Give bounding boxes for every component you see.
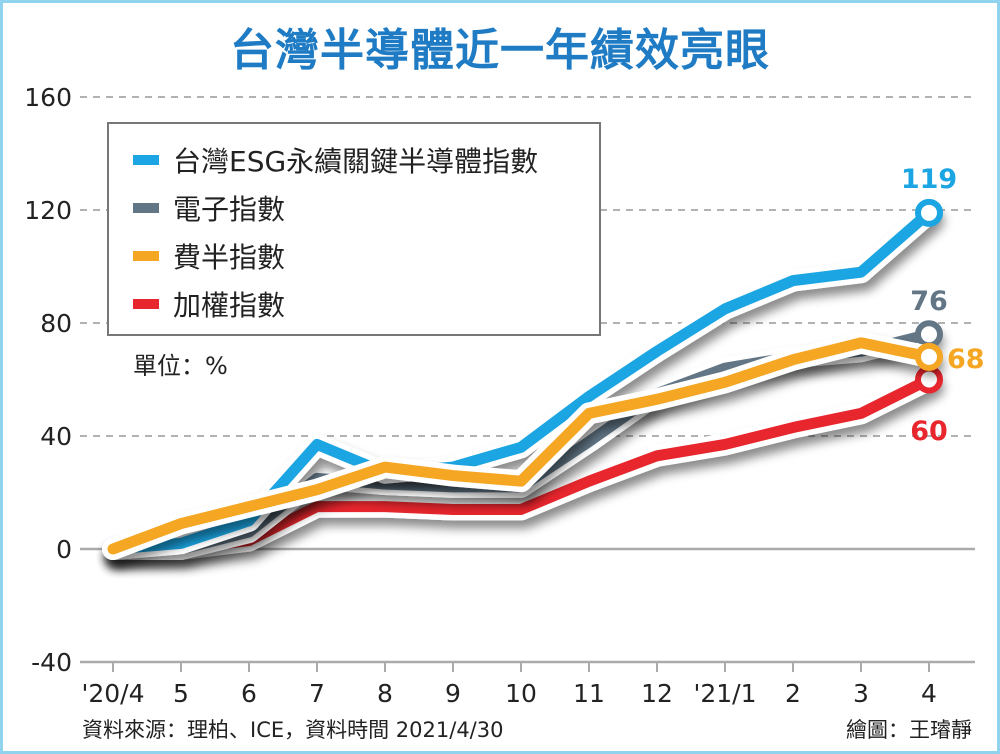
y-tick-label: 40 bbox=[40, 422, 72, 451]
unit-label: 單位：% bbox=[133, 352, 228, 380]
legend-label: 台灣ESG永續關鍵半導體指數 bbox=[173, 145, 539, 178]
end-value-label: 76 bbox=[910, 286, 948, 317]
x-tick-label: '21/1 bbox=[693, 679, 756, 708]
y-tick-label: -40 bbox=[31, 648, 72, 677]
legend-item-electronics: 電子指數 bbox=[133, 188, 285, 228]
y-tick-label: 120 bbox=[24, 196, 72, 225]
legend-label: 加權指數 bbox=[173, 289, 286, 322]
legend-swatch bbox=[133, 155, 159, 165]
y-tick-label: 0 bbox=[56, 535, 72, 564]
legend: 台灣ESG永續關鍵半導體指數 電子指數 費半指數 加權指數 bbox=[107, 122, 601, 336]
legend-swatch bbox=[133, 203, 159, 213]
legend-item-sox: 費半指數 bbox=[133, 236, 285, 276]
x-tick-label: 10 bbox=[505, 679, 537, 708]
x-tick-label: 12 bbox=[641, 679, 673, 708]
y-tick-label: 80 bbox=[40, 309, 72, 338]
legend-swatch bbox=[133, 251, 159, 261]
series-line bbox=[107, 207, 935, 555]
legend-item-esg: 台灣ESG永續關鍵半導體指數 bbox=[133, 140, 538, 180]
series-2 bbox=[102, 331, 943, 560]
end-point-marker bbox=[915, 320, 943, 349]
end-point-marker bbox=[915, 365, 943, 394]
series-line bbox=[107, 337, 935, 555]
x-tick-label: '20/4 bbox=[81, 679, 144, 708]
end-value-label: 68 bbox=[947, 344, 985, 375]
x-tick-label: 6 bbox=[241, 679, 257, 708]
end-value-label: 119 bbox=[901, 164, 957, 195]
chart-title: 台灣半導體近一年績效亮眼 bbox=[230, 25, 770, 76]
legend-item-taiex: 加權指數 bbox=[133, 284, 285, 324]
x-tick-label: 4 bbox=[921, 679, 937, 708]
x-tick-label: 7 bbox=[309, 679, 325, 708]
x-tick-label: 3 bbox=[853, 679, 869, 708]
series-0 bbox=[102, 198, 943, 560]
legend-swatch bbox=[133, 299, 159, 309]
end-value-label: 60 bbox=[910, 416, 948, 447]
credit-note: 繪圖：王璿靜 bbox=[846, 718, 972, 742]
source-note: 資料來源：理柏、ICE，資料時間 2021/4/30 bbox=[82, 718, 504, 742]
x-tick-label: 11 bbox=[573, 679, 605, 708]
end-point-marker bbox=[915, 198, 943, 227]
y-tick-label: 160 bbox=[24, 83, 72, 112]
legend-label: 費半指數 bbox=[173, 241, 286, 274]
x-tick-label: 9 bbox=[445, 679, 461, 708]
x-tick-label: 5 bbox=[173, 679, 189, 708]
end-point-marker bbox=[915, 342, 943, 371]
legend-label: 電子指數 bbox=[173, 193, 286, 226]
x-tick-label: 2 bbox=[785, 679, 801, 708]
x-tick-label: 8 bbox=[377, 679, 393, 708]
